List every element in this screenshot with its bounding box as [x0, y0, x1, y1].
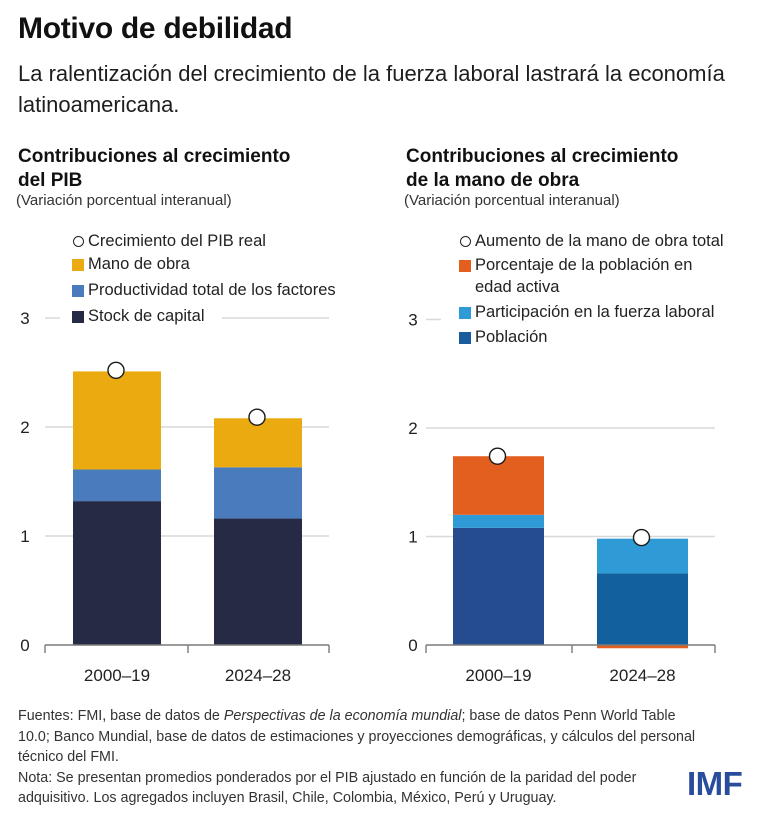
- legend-label: Mano de obra: [88, 255, 190, 273]
- charts-canvas: 0 1 2 3 2000–19 2024–28 0 1 2 3 2000–19 2024–28: [20, 309, 716, 685]
- legend-label: Productividad total de los factores: [88, 281, 336, 299]
- sources-publication: Perspectivas de la economía mundial: [223, 708, 462, 724]
- imf-logo: IMF: [687, 765, 743, 802]
- y-tick-label: 0: [408, 636, 417, 655]
- swatch-icon: [72, 311, 84, 323]
- sources-suffix: ; base de datos Penn World Table 10.0; B…: [18, 708, 696, 765]
- sources-note: Fuentes: FMI, base de datos de Perspecti…: [18, 706, 698, 768]
- page-subtitle: La ralentización del crecimiento de la f…: [18, 61, 725, 117]
- page-title: Motivo de debilidad: [18, 12, 293, 45]
- x-tick-label: 2000–19: [465, 666, 531, 685]
- swatch-icon: [459, 307, 471, 319]
- legend-label: Participación en la fuerza laboral: [475, 303, 715, 321]
- y-tick-label: 1: [20, 527, 29, 546]
- bar-segment: [214, 418, 302, 468]
- y-tick-label: 0: [20, 636, 29, 655]
- y-tick-label: 2: [408, 419, 417, 438]
- bar-segment: [73, 371, 161, 470]
- gdp-chart-subtitle: (Variación porcentual interanual): [16, 192, 232, 209]
- legend-label: Porcentaje de la población en edad activ…: [475, 255, 692, 298]
- legend-label: Población: [475, 328, 548, 346]
- bar-segment: [453, 456, 544, 515]
- gdp-chart-title-line1: Contribuciones al crecimiento: [18, 146, 291, 167]
- total-marker: [248, 408, 266, 426]
- sources-prefix: Fuentes: FMI, base de datos de: [18, 708, 224, 724]
- total-marker: [107, 361, 125, 380]
- y-tick-label: 3: [20, 309, 29, 328]
- circle-marker-icon: [73, 236, 84, 247]
- legend-label: Stock de capital: [88, 307, 205, 325]
- bar-segment: [214, 518, 302, 645]
- swatch-icon: [459, 332, 471, 344]
- total-marker: [488, 447, 507, 465]
- swatch-icon: [459, 260, 471, 272]
- gdp-chart-title: Contribuciones al crecimiento del PIB: [18, 145, 290, 193]
- swatch-icon: [72, 285, 84, 297]
- legend-label: Aumento de la mano de obra total: [475, 232, 724, 250]
- y-tick-label: 3: [408, 311, 417, 330]
- x-tick-label: 2024–28: [609, 666, 675, 685]
- footnotes: Fuentes: FMI, base de datos de Perspecti…: [18, 706, 698, 809]
- circle-marker-icon: [460, 236, 471, 247]
- bar-segment: [73, 469, 161, 502]
- legend-label-line2: edad activa: [475, 278, 560, 296]
- y-tick-label: 1: [408, 528, 417, 547]
- bar-segment: [597, 645, 688, 649]
- bar-segment: [453, 527, 544, 645]
- y-tick-label: 2: [20, 418, 29, 437]
- labor-chart-title-line2: de la mano de obra: [406, 170, 580, 191]
- bar-segment: [73, 501, 161, 645]
- labor-chart-title-line1: Contribuciones al crecimiento: [406, 146, 679, 167]
- legend-label: Crecimiento del PIB real: [88, 232, 266, 250]
- labor-chart-subtitle: (Variación porcentual interanual): [404, 192, 620, 209]
- legend-label-line1: Porcentaje de la población en: [475, 256, 693, 274]
- bar-segment: [597, 573, 688, 645]
- x-tick-label: 2024–28: [225, 666, 291, 685]
- gdp-chart-title-line2: del PIB: [18, 170, 83, 191]
- method-note: Nota: Se presentan promedios ponderados …: [18, 769, 637, 807]
- bar-segment: [453, 514, 544, 528]
- swatch-icon: [72, 259, 84, 271]
- bar-segment: [214, 467, 302, 519]
- labor-chart-title: Contribuciones al crecimiento de la mano…: [406, 145, 678, 193]
- x-tick-label: 2000–19: [84, 666, 150, 685]
- total-marker: [632, 528, 651, 547]
